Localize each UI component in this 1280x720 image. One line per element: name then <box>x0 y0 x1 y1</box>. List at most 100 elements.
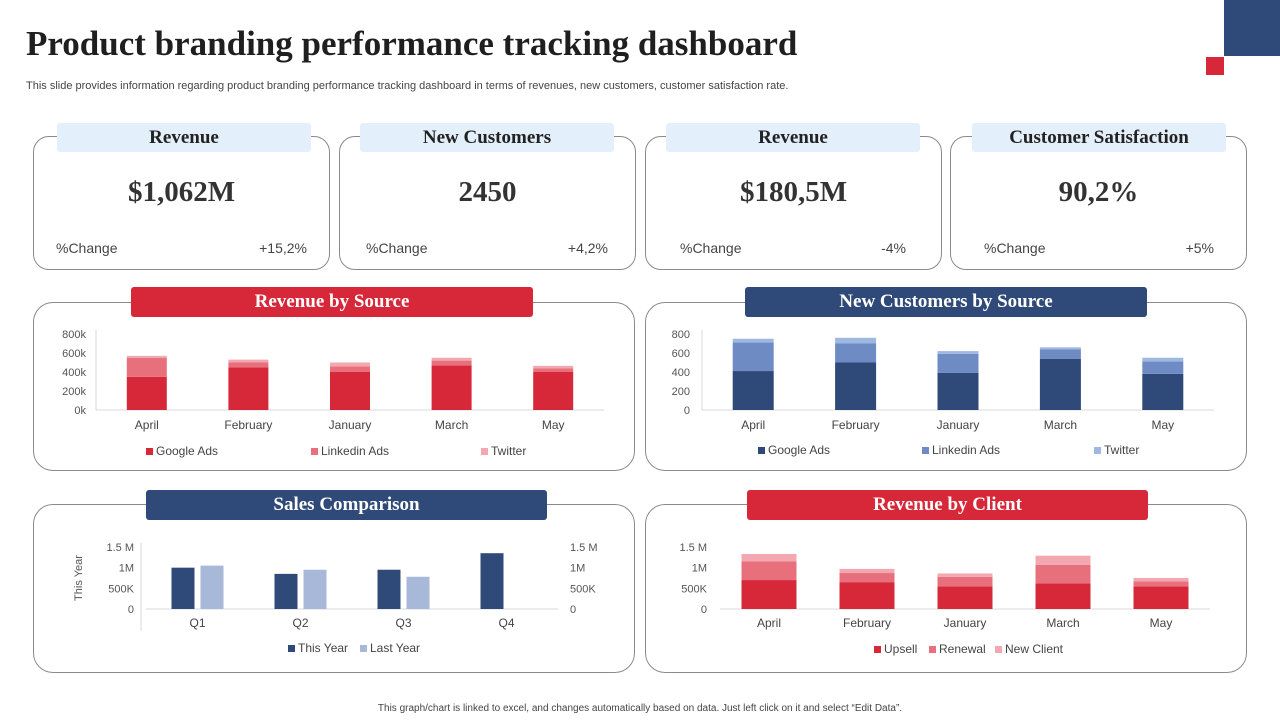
x-tick-label: Q3 <box>395 616 411 630</box>
bar-segment-linkedin-ads <box>937 353 979 373</box>
x-tick-label: Q1 <box>189 616 205 630</box>
y-tick-label: 200k <box>62 386 86 398</box>
kpi-change-label: %Change <box>680 240 742 256</box>
bar-segment-twitter <box>330 362 370 367</box>
bar-segment-google-ads <box>126 376 167 410</box>
y-tick-label: 0 <box>684 405 690 417</box>
bar-segment-upsell <box>1133 586 1189 609</box>
bar-segment-linkedin-ads <box>1142 361 1184 374</box>
kpi-change-label: %Change <box>366 240 428 256</box>
kpi-title: Revenue <box>57 123 311 152</box>
chart-title: Sales Comparison <box>146 490 547 520</box>
bar-segment-renewal <box>839 573 895 583</box>
bar-this-year <box>480 553 504 609</box>
legend-swatch <box>1094 447 1101 454</box>
legend-label: Twitter <box>491 444 526 458</box>
x-tick-label: May <box>542 418 565 432</box>
bar-segment-new-client <box>741 554 797 562</box>
bar-segment-new-client <box>1133 578 1189 582</box>
y-tick-label-right: 500K <box>570 583 596 595</box>
bar-this-year <box>171 567 195 609</box>
bar-segment-renewal <box>937 576 993 587</box>
bar-this-year <box>274 573 298 609</box>
bar-segment-linkedin-ads <box>732 342 774 372</box>
bar-segment-google-ads <box>431 365 472 410</box>
y-tick-label: 400k <box>62 367 86 379</box>
x-tick-label: January <box>944 616 987 630</box>
x-tick-label: February <box>832 418 880 432</box>
legend-swatch <box>922 447 929 454</box>
chart-title: Revenue by Source <box>131 287 533 317</box>
bar-segment-google-ads <box>1039 358 1081 410</box>
bar-segment-new-client <box>937 573 993 577</box>
bar-segment-renewal <box>1035 564 1091 584</box>
bar-segment-google-ads <box>937 372 979 410</box>
kpi-change-value: +4,2% <box>567 240 608 256</box>
kpi-change-label: %Change <box>56 240 118 256</box>
bar-segment-google-ads <box>228 367 269 410</box>
x-tick-label: March <box>1044 418 1077 432</box>
x-tick-label: March <box>435 418 468 432</box>
bar-segment-twitter <box>126 355 167 358</box>
y-tick-label: 800 <box>672 329 690 341</box>
legend-swatch <box>360 645 367 652</box>
bar-segment-twitter <box>1142 357 1184 362</box>
y-tick-label-right: 1.5 M <box>570 542 598 554</box>
y-tick-label: 500K <box>681 583 707 595</box>
legend-swatch <box>288 645 295 652</box>
bar-segment-google-ads <box>732 371 774 410</box>
bar-segment-google-ads <box>1142 373 1184 410</box>
bar-segment-twitter <box>533 365 574 369</box>
bar-segment-linkedin-ads <box>431 360 472 366</box>
decor-red-square <box>1206 57 1224 75</box>
kpi-change-label: %Change <box>984 240 1046 256</box>
legend-swatch <box>758 447 765 454</box>
x-tick-label: March <box>1046 616 1079 630</box>
bar-segment-linkedin-ads <box>126 357 167 377</box>
legend-swatch <box>995 646 1002 653</box>
legend-label: This Year <box>298 641 348 655</box>
bar-segment-linkedin-ads <box>330 366 370 372</box>
legend-swatch <box>481 448 488 455</box>
legend-label: Linkedin Ads <box>932 443 1000 457</box>
x-tick-label: Q4 <box>498 616 514 630</box>
y-tick-label: 1M <box>692 563 707 575</box>
kpi-change-value: +15,2% <box>259 240 307 256</box>
bar-segment-renewal <box>741 561 797 581</box>
bar-segment-twitter <box>228 359 269 363</box>
kpi-card-revenue-2 <box>645 136 942 270</box>
kpi-title: Customer Satisfaction <box>972 123 1226 152</box>
bar-segment-twitter <box>431 357 472 361</box>
legend-swatch <box>311 448 318 455</box>
bar-segment-upsell <box>839 582 895 609</box>
y-tick-label-right: 1M <box>570 563 585 575</box>
bar-segment-linkedin-ads <box>228 362 269 368</box>
legend-label: Google Ads <box>156 444 218 458</box>
x-tick-label: February <box>224 418 272 432</box>
y-tick-label: 500K <box>108 583 134 595</box>
y-tick-label: 200 <box>672 386 690 398</box>
page-title: Product branding performance tracking da… <box>26 24 798 63</box>
bar-segment-new-client <box>839 568 895 574</box>
legend-label: Upsell <box>884 642 917 656</box>
bar-segment-linkedin-ads <box>835 343 877 363</box>
y-tick-label: 400 <box>672 367 690 379</box>
kpi-change-value: +5% <box>1185 240 1214 256</box>
x-tick-label: May <box>1150 616 1173 630</box>
x-tick-label: May <box>1151 418 1174 432</box>
bar-segment-twitter <box>1039 347 1081 350</box>
footer-note: This graph/chart is linked to excel, and… <box>377 703 903 714</box>
bar-segment-linkedin-ads <box>1039 349 1081 359</box>
legend-swatch <box>146 448 153 455</box>
y-tick-label: 1.5 M <box>106 542 134 554</box>
y-tick-label: 0k <box>74 405 86 417</box>
page-subtitle: This slide provides information regardin… <box>26 80 789 92</box>
legend-label: New Client <box>1005 642 1064 656</box>
kpi-value: $180,5M <box>739 176 848 208</box>
bar-segment-new-client <box>1035 555 1091 565</box>
legend-swatch <box>874 646 881 653</box>
bar-segment-upsell <box>741 580 797 609</box>
bar-segment-twitter <box>835 337 877 344</box>
x-tick-label: February <box>843 616 891 630</box>
